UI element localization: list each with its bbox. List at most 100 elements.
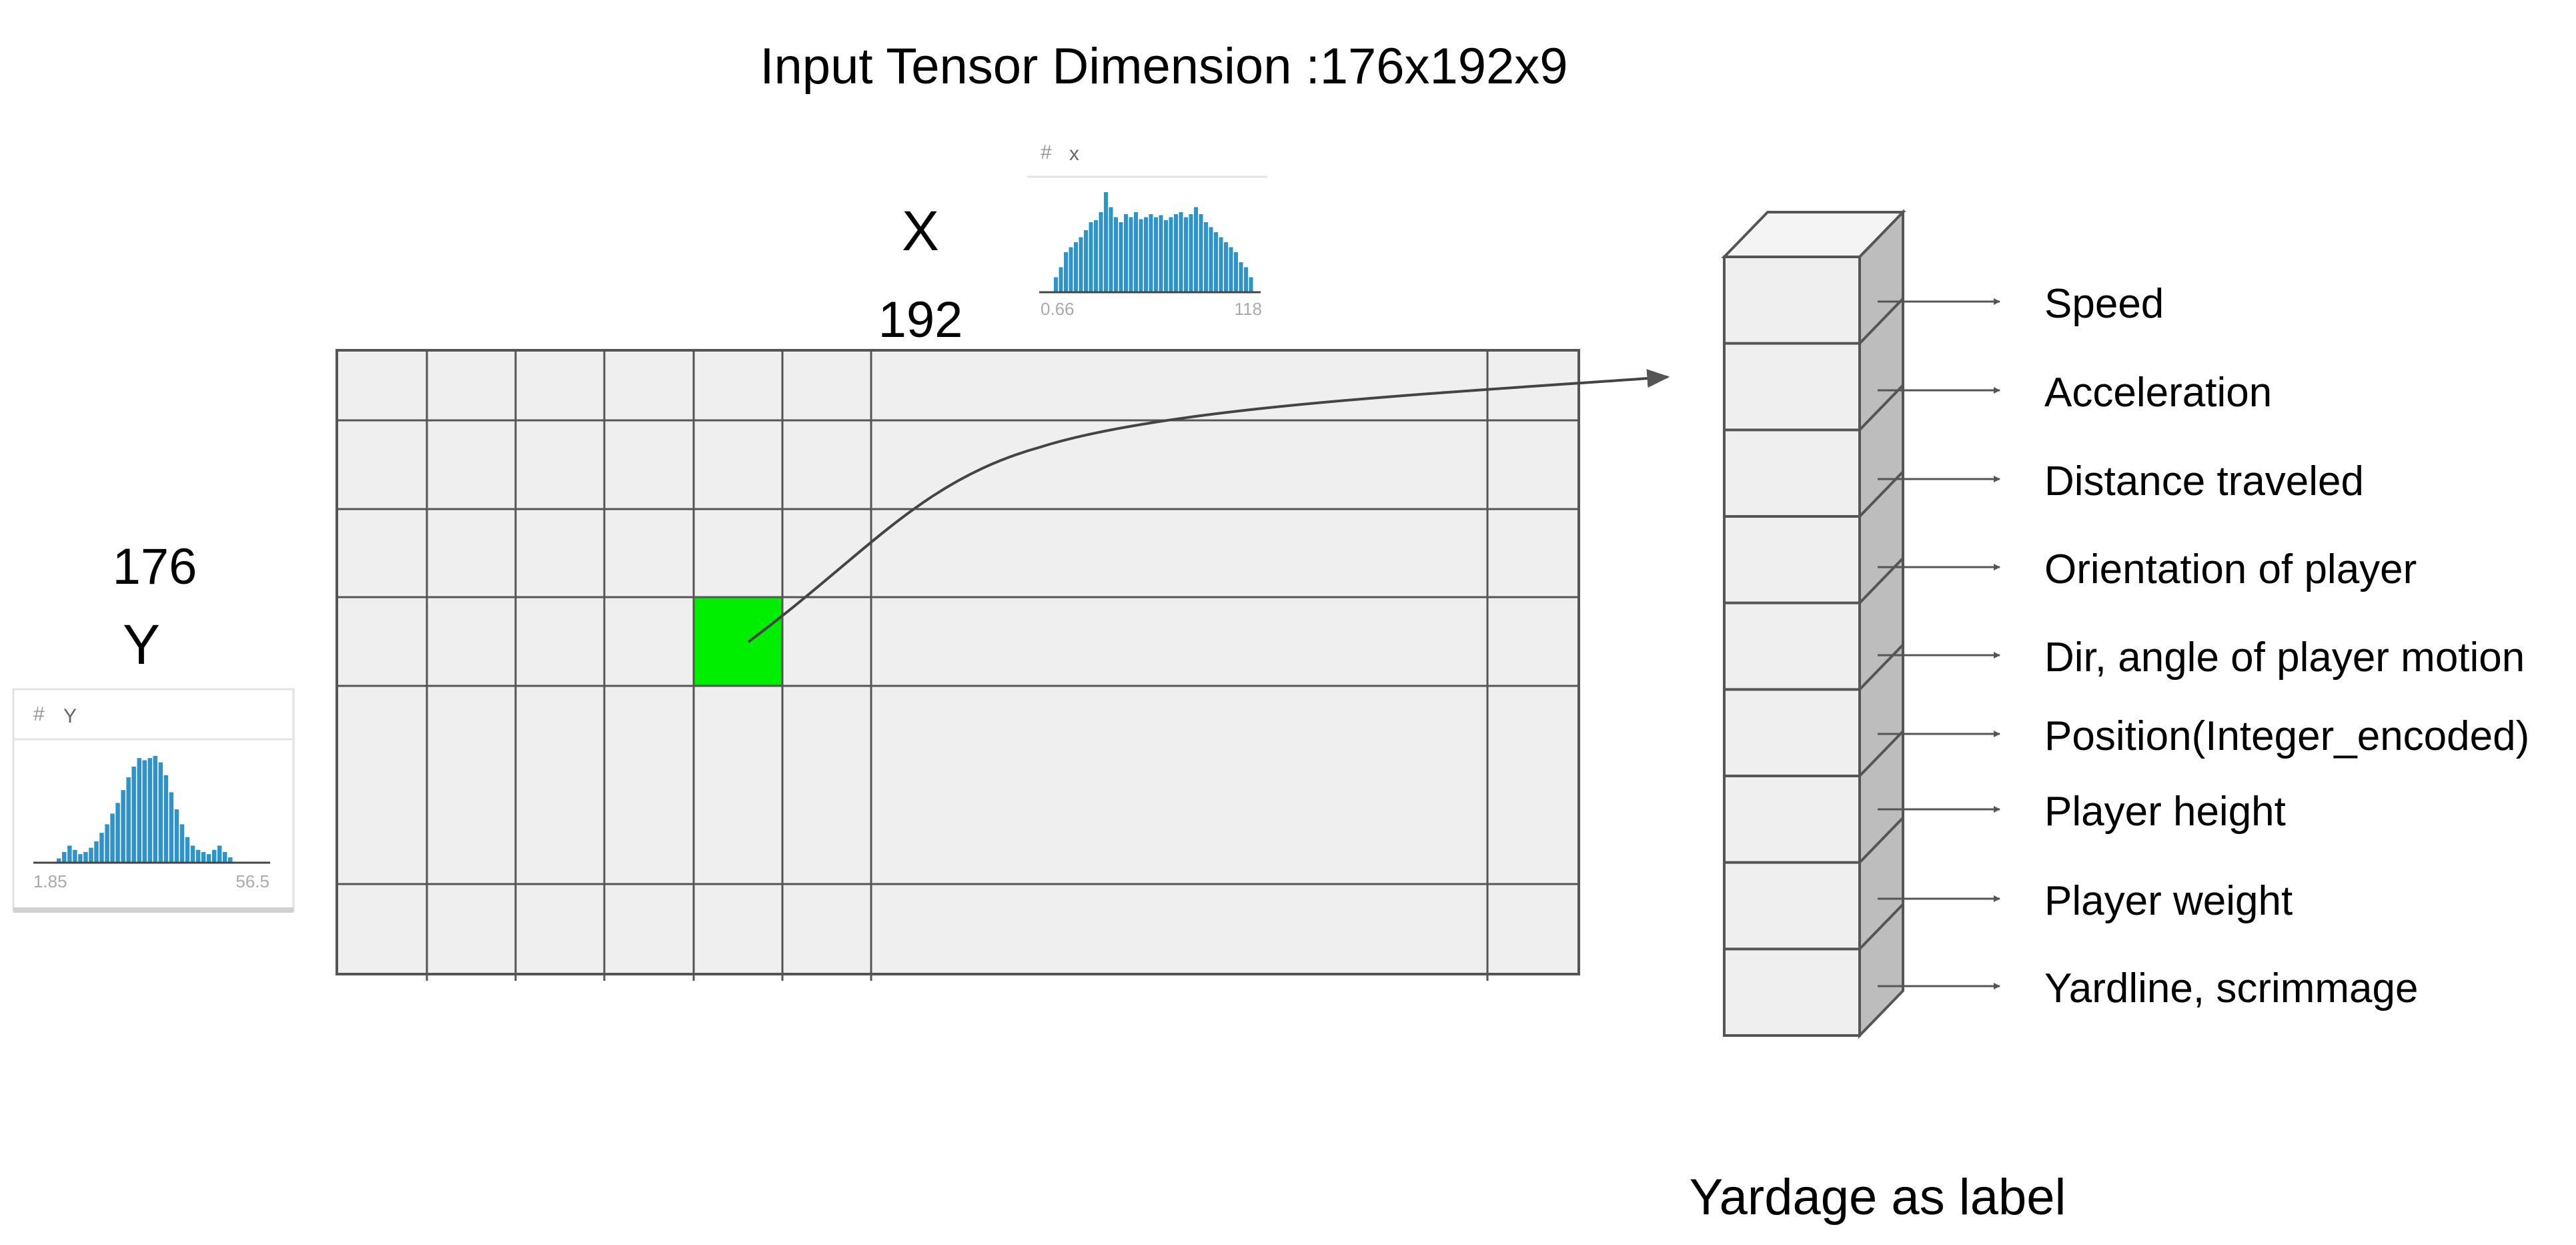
x-histogram-bar <box>1184 217 1188 292</box>
x-histogram-bar <box>1199 214 1203 292</box>
y-histogram-bar <box>190 845 195 863</box>
x-histogram-bar <box>1054 277 1058 292</box>
y-histogram-bar <box>185 837 190 863</box>
y-histogram-bar <box>228 857 233 863</box>
x-histogram-bar <box>1214 232 1218 292</box>
y-histogram-bars <box>57 756 233 863</box>
x-histogram-bar <box>1114 217 1118 292</box>
cube-divider-side <box>1858 730 1904 777</box>
x-histogram-bar <box>1069 247 1073 292</box>
y-histogram-bar <box>147 758 152 863</box>
x-axis-letter: X <box>902 199 939 262</box>
x-histogram-bar <box>1154 217 1158 292</box>
hash-icon: # <box>1041 141 1052 163</box>
x-histogram-bar <box>1059 267 1063 292</box>
x-histogram-bar <box>1104 192 1108 292</box>
cube-divider-side <box>1858 557 1904 604</box>
y-histogram-bar <box>121 790 125 863</box>
y-histogram-bar <box>153 756 157 863</box>
y-histogram-bar <box>99 833 104 863</box>
x-histogram-bars <box>1054 192 1253 292</box>
y-histogram-bar <box>73 849 77 863</box>
feature-label: Position(Integer_encoded) <box>2044 713 2529 759</box>
y-histogram-bar <box>57 858 61 863</box>
x-histogram-bar <box>1204 222 1208 292</box>
x-histogram: # x 0.66 118 <box>1027 141 1267 319</box>
x-histogram-max-label: 118 <box>1235 299 1262 319</box>
x-histogram-bar <box>1109 207 1113 292</box>
y-histogram-bar <box>62 852 67 863</box>
y-histogram-bar <box>222 852 227 863</box>
y-axis-size: 176 <box>113 538 197 595</box>
cell-to-features-arrow <box>747 369 1670 643</box>
x-histogram-bar <box>1119 222 1123 292</box>
feature-labels: Speed Acceleration Distance traveled Orient… <box>2044 281 2529 1011</box>
tensor-grid-background <box>336 349 1580 975</box>
y-histogram-bar <box>163 775 169 863</box>
x-histogram-bar <box>1224 242 1228 292</box>
x-histogram-bar <box>1124 214 1128 292</box>
x-histogram-bar <box>1244 267 1248 292</box>
label-caption: Yardage as label <box>1690 1169 2066 1226</box>
x-histogram-bar <box>1194 207 1198 292</box>
x-histogram-bar <box>1209 227 1213 292</box>
feature-arrows <box>1878 298 2000 989</box>
y-histogram-min-label: 1.85 <box>33 871 67 891</box>
x-histogram-bar <box>1144 217 1148 292</box>
x-histogram-bar <box>1219 237 1223 292</box>
x-histogram-bar <box>1099 212 1103 292</box>
feature-label: Dir, angle of player motion <box>2044 635 2525 681</box>
cube-divider-side <box>1858 298 1904 345</box>
x-histogram-min-label: 0.66 <box>1041 299 1075 319</box>
y-histogram-bar <box>142 760 147 863</box>
x-histogram-bar <box>1234 252 1238 292</box>
x-histogram-bar <box>1149 214 1153 292</box>
y-histogram-bar <box>67 845 72 863</box>
feature-stack: Speed Acceleration Distance traveled Orient… <box>1721 209 2529 1039</box>
y-histogram-bar <box>94 841 99 863</box>
feature-stack-dividers <box>1724 298 1904 951</box>
y-histogram-bar <box>217 845 222 863</box>
x-histogram-bar <box>1079 237 1083 292</box>
y-histogram-bar <box>169 792 174 863</box>
x-histogram-bar <box>1239 262 1243 292</box>
x-histogram-bar <box>1229 247 1233 292</box>
y-histogram-bar <box>179 824 185 863</box>
y-histogram-max-label: 56.5 <box>235 871 269 891</box>
cube-divider-side <box>1858 384 1904 431</box>
y-axis-letter: Y <box>123 613 160 676</box>
diagram-title: Input Tensor Dimension :176x192x9 <box>760 38 1567 95</box>
cube-divider-side <box>1858 817 1904 864</box>
tensor-grid <box>336 349 1580 981</box>
feature-label: Acceleration <box>2044 370 2272 416</box>
feature-label: Player weight <box>2044 878 2293 924</box>
y-histogram-bar <box>137 758 141 863</box>
y-histogram-bar <box>126 777 131 863</box>
y-histogram-bar <box>195 849 201 863</box>
feature-label: Distance traveled <box>2044 458 2364 504</box>
y-histogram-bar <box>89 847 93 863</box>
feature-label: Speed <box>2044 281 2164 327</box>
x-histogram-bar <box>1084 230 1088 292</box>
x-histogram-bar <box>1089 222 1093 292</box>
y-histogram-bar <box>83 852 88 863</box>
x-histogram-bar <box>1249 277 1253 292</box>
tensor-grid-lines <box>337 350 1579 981</box>
y-histogram-bar <box>158 762 163 863</box>
x-histogram-bar <box>1179 212 1183 292</box>
feature-label: Player height <box>2044 789 2286 835</box>
x-histogram-bar <box>1064 252 1068 292</box>
x-histogram-name: x <box>1069 143 1079 165</box>
x-axis-size: 192 <box>878 292 963 348</box>
y-histogram: # Y 1.85 56.5 <box>12 688 295 913</box>
y-histogram-bar <box>78 854 83 863</box>
x-histogram-bar <box>1094 220 1098 292</box>
x-histogram-bar <box>1129 217 1133 292</box>
x-histogram-bar <box>1169 217 1173 292</box>
y-histogram-name: Y <box>63 705 77 727</box>
x-histogram-bar <box>1074 242 1078 292</box>
feature-label: Orientation of player <box>2044 546 2417 592</box>
highlighted-cell <box>694 597 782 686</box>
feature-label: Yardline, scrimmage <box>2044 965 2418 1011</box>
